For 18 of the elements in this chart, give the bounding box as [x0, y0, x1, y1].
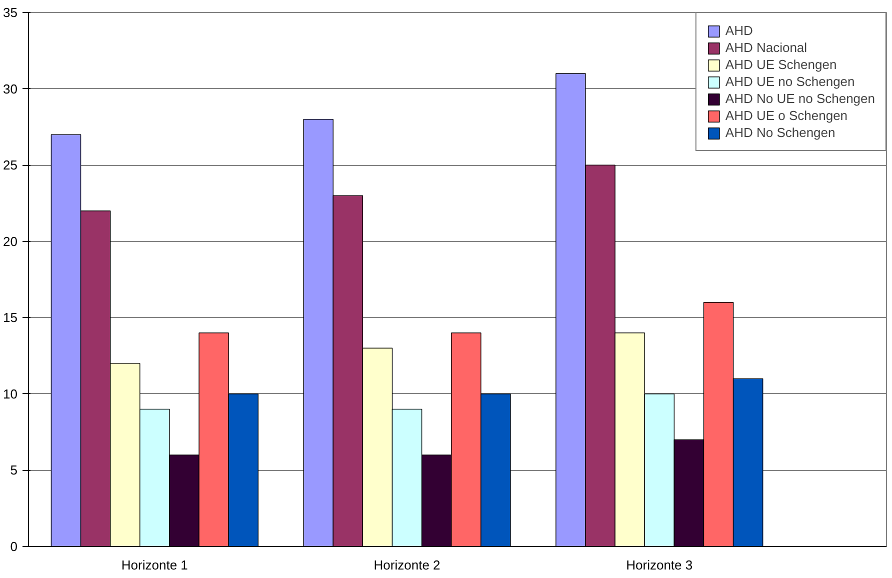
legend-label: AHD UE no Schengen [725, 74, 855, 89]
y-tick-label: 0 [10, 539, 18, 554]
legend-label: AHD UE Schengen [725, 57, 837, 72]
y-tick-label: 30 [3, 81, 18, 96]
legend-label: AHD [725, 23, 753, 38]
x-tick-label: Horizonte 3 [626, 558, 693, 572]
legend-label: AHD Nacional [725, 40, 808, 55]
legend-label: AHD UE o Schengen [725, 108, 848, 123]
x-tick-label: Horizonte 1 [121, 558, 188, 572]
y-tick-label: 5 [10, 462, 18, 478]
y-tick-label: 20 [3, 234, 18, 249]
legend-label: AHD No UE no Schengen [725, 91, 875, 106]
y-tick-label: 35 [3, 5, 18, 20]
legend-label: AHD No Schengen [725, 125, 836, 140]
y-tick-label: 15 [3, 310, 18, 326]
x-tick-label: Horizonte 2 [374, 558, 440, 572]
y-tick-label: 10 [3, 386, 18, 402]
y-tick-label: 25 [3, 158, 18, 173]
